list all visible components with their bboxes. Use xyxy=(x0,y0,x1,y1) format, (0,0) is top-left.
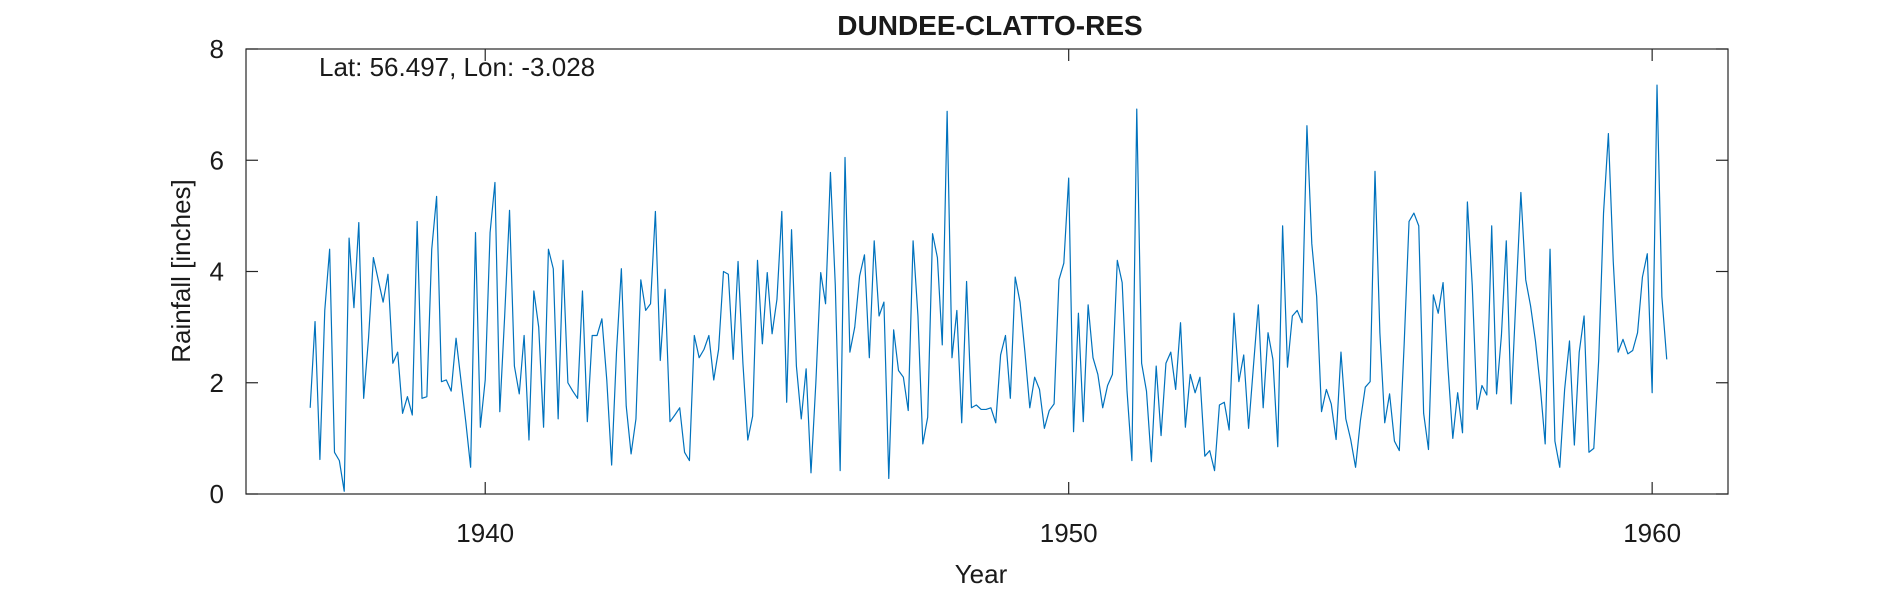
y-tick-label-2: 4 xyxy=(210,257,224,287)
y-tick-label-4: 8 xyxy=(210,34,224,64)
x-axis-ticks: 1940 1950 1960 xyxy=(456,49,1681,548)
y-tick-label-1: 2 xyxy=(210,368,224,398)
station-coordinates-annotation: Lat: 56.497, Lon: -3.028 xyxy=(319,52,595,82)
x-tick-label-0: 1940 xyxy=(456,518,514,548)
plot-area xyxy=(245,48,1729,495)
rainfall-series-line xyxy=(309,84,1668,492)
x-axis-label: Year xyxy=(955,559,1008,589)
x-tick-label-2: 1960 xyxy=(1623,518,1681,548)
y-axis-ticks: 0 2 4 6 8 xyxy=(210,34,1728,509)
x-tick-label-1: 1950 xyxy=(1040,518,1098,548)
chart-title: DUNDEE-CLATTO-RES xyxy=(837,10,1142,41)
y-axis-label: Rainfall [inches] xyxy=(166,179,196,363)
y-tick-label-3: 6 xyxy=(210,145,224,175)
y-tick-label-0: 0 xyxy=(210,479,224,509)
